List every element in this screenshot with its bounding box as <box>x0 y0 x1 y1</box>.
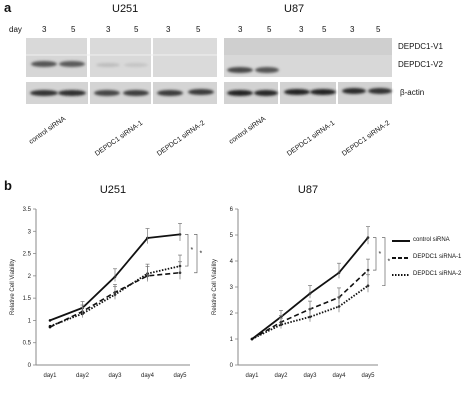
y-axis-label: Relative Cell Viability <box>10 259 16 315</box>
day-value: 5 <box>71 25 76 34</box>
significance-star: * <box>388 259 391 266</box>
x-tick-label: day1 <box>245 373 259 379</box>
blot-band <box>227 67 253 73</box>
blot-band <box>59 61 85 67</box>
day-value: 3 <box>166 25 171 34</box>
band-label-v1: DEPDC1-V1 <box>398 42 443 51</box>
legend-label-sirna1: DEPDC1 siRNA-1 <box>413 254 462 260</box>
x-tick-label: day3 <box>108 373 122 379</box>
significance-bracket <box>185 234 189 267</box>
legend-label-sirna2: DEPDC1 siRNA-2 <box>413 271 462 277</box>
panel-a-letter: a <box>4 0 12 15</box>
blot-strip <box>224 38 392 55</box>
y-tick-label: 0 <box>230 363 234 369</box>
y-axis-label: Relative Cell Viability <box>212 259 218 315</box>
blot-band <box>254 90 278 96</box>
day-value: 3 <box>106 25 111 34</box>
blot-title-u251: U251 <box>112 3 139 15</box>
blot-strip <box>338 82 392 104</box>
blot-strip <box>153 82 217 104</box>
day-label: day <box>9 25 22 34</box>
y-tick-label: 5 <box>230 233 234 239</box>
day-value: 3 <box>350 25 355 34</box>
y-tick-label: 3 <box>230 285 234 291</box>
data-point <box>250 337 254 341</box>
blot-band <box>31 61 57 67</box>
y-tick-label: 6 <box>230 207 234 213</box>
panel-b-letter: b <box>4 178 12 193</box>
day-value: 5 <box>322 25 327 34</box>
blot-band <box>30 90 58 96</box>
y-tick-label: 0 <box>28 363 32 369</box>
blot-band <box>368 88 392 94</box>
viability-charts: U251 0 0.5 1 1.5 2 2.5 3 3.5 day1 day2 day3 day4 day5… <box>10 184 391 379</box>
day-value: 3 <box>299 25 304 34</box>
blot-title-u87: U87 <box>284 3 305 15</box>
blot-band <box>123 90 149 96</box>
blot-band <box>188 89 214 95</box>
day-value: 5 <box>267 25 272 34</box>
data-point <box>48 324 52 328</box>
significance-star: * <box>191 247 194 254</box>
day-value: 5 <box>376 25 381 34</box>
x-tick-label: day1 <box>43 373 57 379</box>
x-tick-label: day2 <box>274 373 288 379</box>
y-tick-label: 3 <box>28 229 32 235</box>
day-value: 3 <box>42 25 47 34</box>
y-tick-label: 2.5 <box>23 252 32 258</box>
y-tick-label: 0.5 <box>23 341 32 347</box>
day-value: 3 <box>238 25 243 34</box>
x-tick-label: day4 <box>141 373 155 379</box>
y-tick-label: 1 <box>230 337 234 343</box>
blot-band <box>157 90 183 96</box>
x-tick-label: day4 <box>332 373 346 379</box>
series-line <box>251 284 369 340</box>
band-label-v2: DEPDC1-V2 <box>398 60 443 69</box>
x-tick-label: day3 <box>303 373 317 379</box>
day-value: 5 <box>134 25 139 34</box>
y-tick-label: 2 <box>28 274 32 280</box>
blot-image <box>26 38 392 104</box>
blot-strip <box>26 55 88 77</box>
blot-band <box>255 67 279 73</box>
data-point <box>48 319 52 322</box>
blot-band <box>342 88 366 94</box>
y-tick-label: 4 <box>230 259 234 265</box>
x-tick-label: day2 <box>76 373 90 379</box>
blot-band <box>124 63 148 67</box>
blot-strip <box>224 55 392 77</box>
blot-strip <box>90 82 151 104</box>
x-tick-label: day5 <box>173 373 187 379</box>
y-tick-label: 2 <box>230 311 234 317</box>
significance-bracket <box>373 237 377 271</box>
blot-strip <box>90 55 151 77</box>
blot-band <box>310 89 336 95</box>
legend-label-control: control siRNA <box>413 237 450 243</box>
significance-star: * <box>200 251 203 258</box>
y-tick-label: 1 <box>28 318 32 324</box>
chart-title: U87 <box>298 184 318 196</box>
blot-strip <box>153 55 217 77</box>
x-tick-label: day5 <box>361 373 375 379</box>
legend-swatches <box>392 240 410 276</box>
chart-title: U251 <box>100 184 126 196</box>
y-tick-label: 1.5 <box>23 296 32 302</box>
blot-band <box>227 90 253 96</box>
blot-band <box>96 63 120 67</box>
significance-bracket <box>382 237 386 287</box>
day-value: 5 <box>196 25 201 34</box>
blot-band <box>58 90 86 96</box>
significance-star: * <box>379 251 382 258</box>
blot-band <box>94 90 120 96</box>
significance-bracket <box>194 234 198 274</box>
y-tick-label: 3.5 <box>23 207 32 213</box>
blot-band <box>284 89 310 95</box>
band-label-actin: β-actin <box>400 88 425 97</box>
